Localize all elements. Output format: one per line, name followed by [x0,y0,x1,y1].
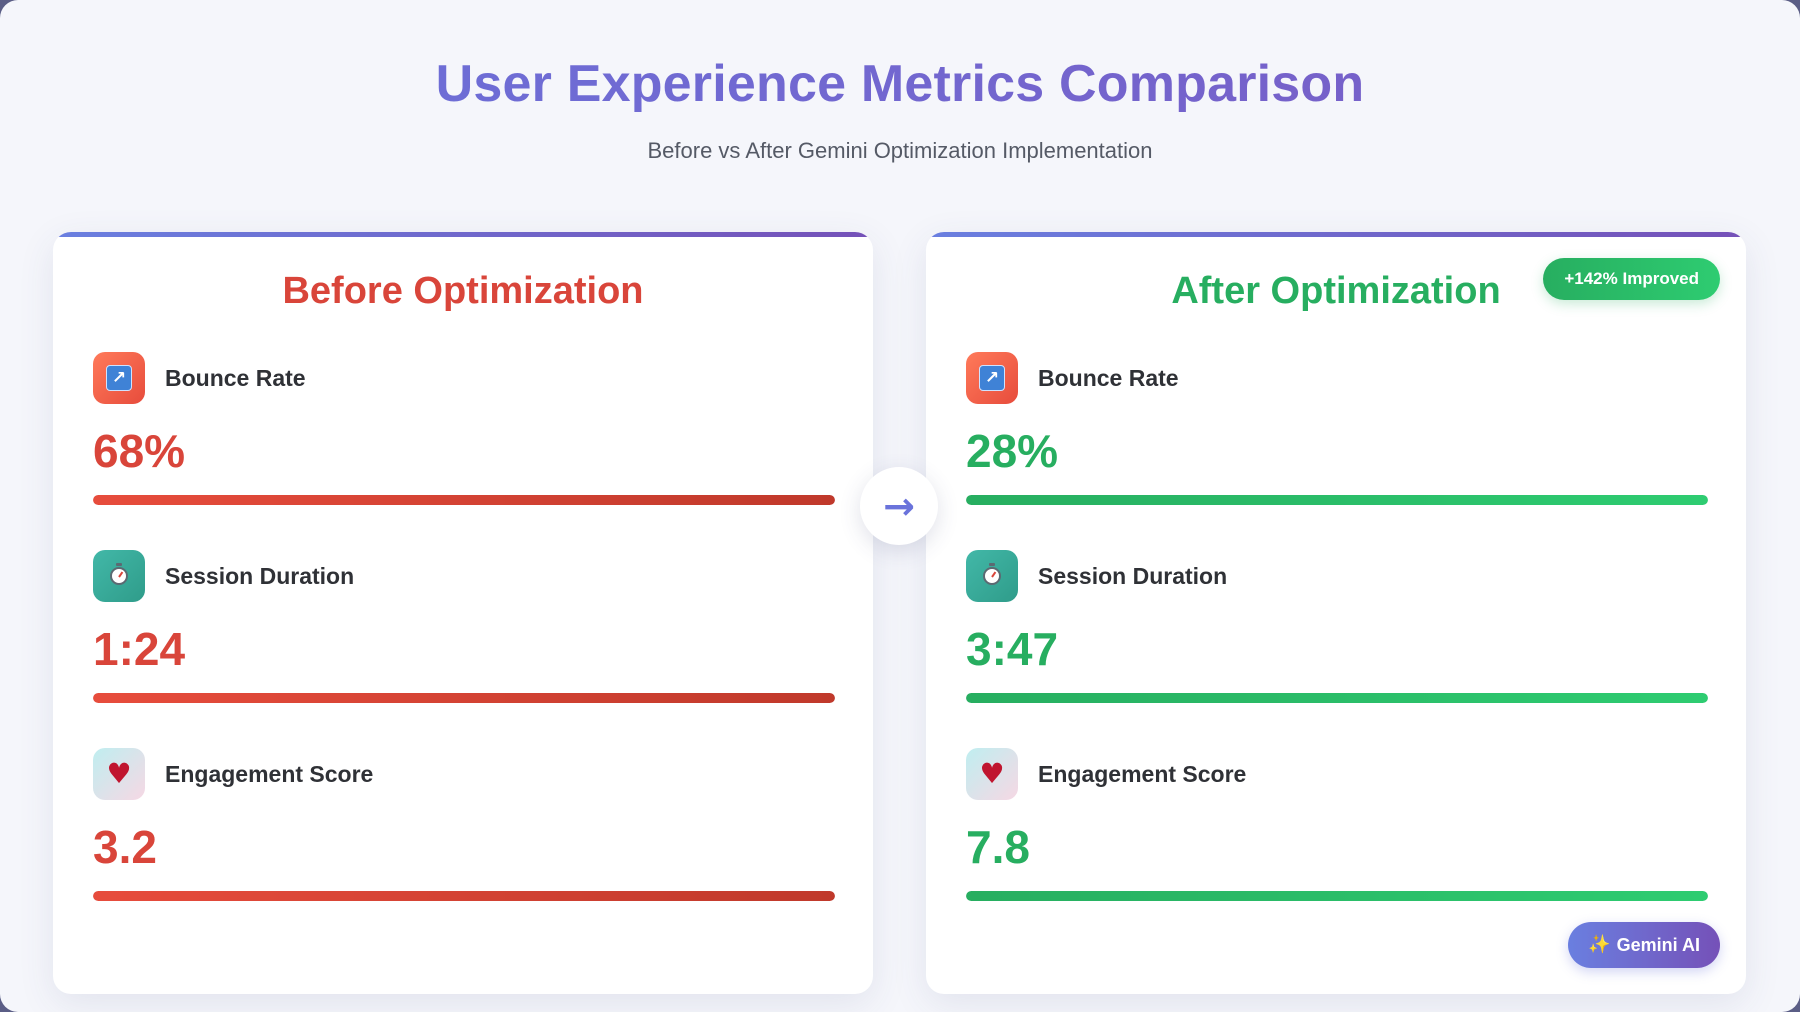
before-metric-engagement-score: ♥ Engagement Score 3.2 [93,748,835,908]
metric-progress-fill [93,891,835,901]
before-panel-title: Before Optimization [282,270,644,312]
metric-progress-bar [966,693,1708,703]
gemini-ai-badge: ✨ Gemini AI [1568,922,1720,968]
page-header: User Experience Metrics Comparison Befor… [0,52,1800,166]
right-arrow-icon: → [883,484,915,528]
metric-value: 28% [966,425,1059,477]
metric-label: Session Duration [165,563,355,589]
sparkles-icon: ✨ [1588,934,1611,955]
gemini-ai-label: Gemini AI [1616,935,1700,955]
bounce-rate-icon: ↗ [966,352,1018,404]
before-metric-bounce-rate: ↗ Bounce Rate 68% [93,352,835,512]
stopwatch-icon [93,550,145,602]
improvement-badge: +142% Improved [1543,258,1720,300]
metric-progress-bar [966,495,1708,505]
metric-value: 3:47 [966,623,1059,675]
page-subtitle: Before vs After Gemini Optimization Impl… [647,138,1153,163]
before-metric-session-duration: Session Duration 1:24 [93,550,835,710]
metric-label: Bounce Rate [1038,365,1179,391]
metric-value: 68% [93,425,186,477]
heart-icon: ♥ [966,748,1018,800]
comparison-arrow: → [860,467,938,545]
metric-label: Session Duration [1038,563,1228,589]
metric-value: 7.8 [966,821,1030,873]
after-metric-bounce-rate: ↗ Bounce Rate 28% [966,352,1708,512]
metric-value: 1:24 [93,623,186,675]
bounce-rate-icon: ↗ [93,352,145,404]
after-metric-session-duration: Session Duration 3:47 [966,550,1708,710]
metric-progress-fill [93,495,835,505]
metric-progress-bar [93,891,835,901]
metric-progress-bar [966,891,1708,901]
after-panel: After Optimization +142% Improved ↗ Boun… [926,232,1746,994]
stopwatch-icon [966,550,1018,602]
before-panel: Before Optimization ↗ Bounce Rate 68% Se… [53,232,873,994]
heart-icon: ♥ [93,748,145,800]
metric-progress-bar [93,693,835,703]
metric-value: 3.2 [93,821,157,873]
metric-progress-fill [966,495,1708,505]
after-panel-title: After Optimization [1171,270,1501,312]
metric-progress-fill [93,693,835,703]
metric-label: Engagement Score [1038,761,1247,787]
metric-progress-fill [966,693,1708,703]
metric-label: Bounce Rate [165,365,306,391]
page-title: User Experience Metrics Comparison [0,52,1800,116]
metric-progress-bar [93,495,835,505]
after-metric-engagement-score: ♥ Engagement Score 7.8 [966,748,1708,908]
metric-label: Engagement Score [165,761,374,787]
metric-progress-fill [966,891,1708,901]
